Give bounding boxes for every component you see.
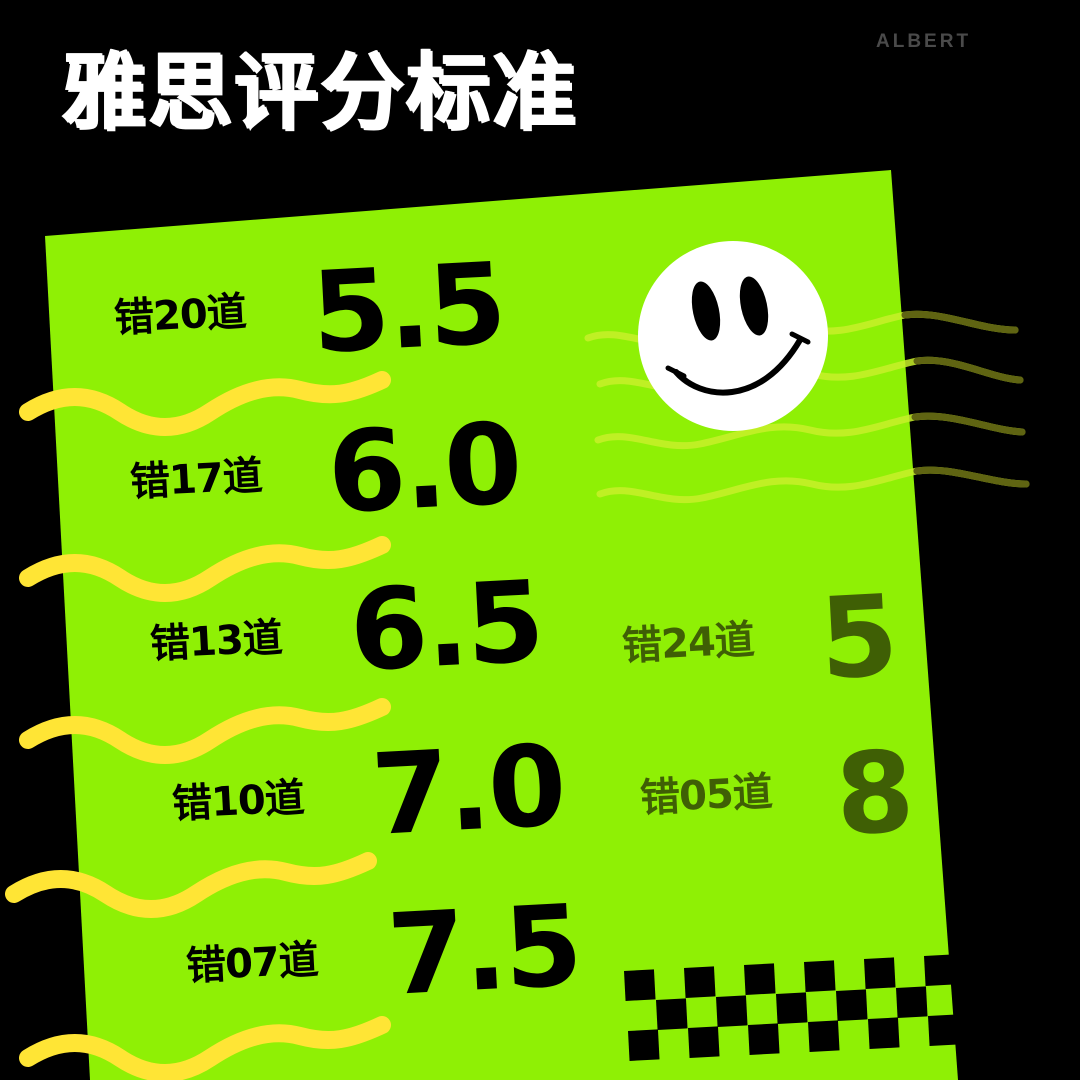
row-label-4: 错10道 — [171, 775, 305, 828]
row-score-5: 7.5 — [384, 881, 584, 1021]
row-label-1: 错20道 — [113, 289, 247, 342]
row-label-5: 错07道 — [185, 937, 319, 990]
side-row-label-1: 错24道 — [621, 617, 755, 670]
side-row-score-1: 5 — [816, 571, 900, 705]
side-row-label-2: 错05道 — [639, 769, 773, 822]
side-row-score-2: 8 — [832, 727, 916, 861]
row-label-2: 错17道 — [129, 453, 263, 506]
page-title: 雅思评分标准 — [62, 43, 579, 141]
row-score-4: 7.0 — [368, 721, 568, 861]
row-score-1: 5.5 — [308, 239, 508, 379]
row-score-2: 6.0 — [324, 399, 524, 539]
brand-label: ALBERT — [876, 31, 972, 52]
row-label-3: 错13道 — [149, 615, 283, 668]
row-score-3: 6.5 — [346, 557, 546, 697]
